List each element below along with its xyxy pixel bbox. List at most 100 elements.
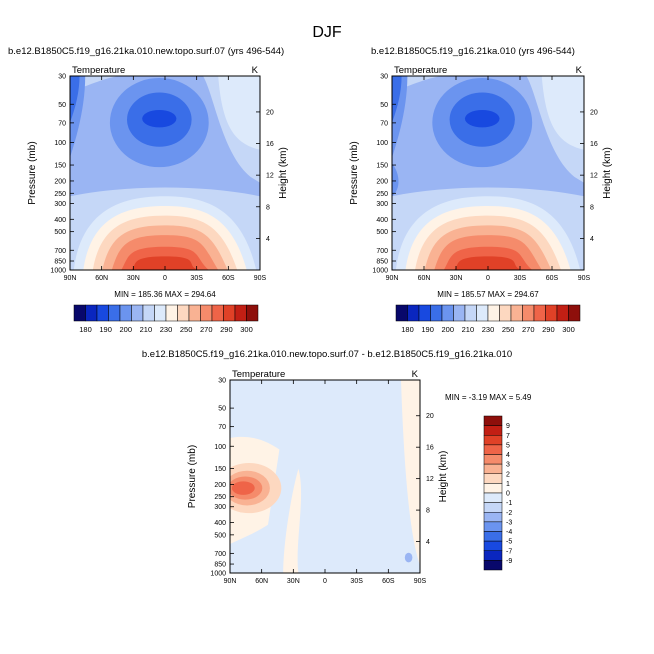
colorbar-swatch [483, 492, 503, 503]
colorbar-swatch [211, 304, 224, 322]
contour-field [230, 380, 420, 573]
field-cold-core-min [464, 109, 500, 128]
x-tick-label: 60N [255, 578, 268, 585]
colorbar-label: -2 [506, 510, 512, 517]
x-tick-label: 90N [64, 275, 77, 282]
field-negative-spot [404, 552, 413, 563]
variable-label: Temperature [394, 65, 447, 76]
colorbar-swatch [177, 304, 190, 322]
y2-tick-label: 20 [266, 109, 274, 116]
colorbar-swatch [418, 304, 431, 322]
colorbar-label: 270 [200, 325, 213, 334]
x-tick-label: 30N [450, 275, 463, 282]
colorbar-label: 7 [506, 433, 510, 440]
colorbar-label: 290 [220, 325, 233, 334]
field-warm-layer [130, 256, 200, 270]
panel-title: b.e12.B1850C5.f19_g16.21ka.010.new.topo.… [142, 349, 512, 360]
colorbar-label: 190 [421, 325, 434, 334]
colorbar-label: 5 [506, 442, 510, 449]
colorbar-label: 3 [506, 462, 510, 469]
y-tick-label: 850 [214, 562, 226, 569]
colorbar-swatch [556, 304, 569, 322]
colorbar-swatch [223, 304, 236, 322]
x-tick-label: 90N [224, 578, 237, 585]
colorbar-swatch [487, 304, 500, 322]
colorbar-swatch [483, 435, 503, 446]
y-tick-label: 300 [54, 201, 66, 208]
y-tick-label: 70 [380, 120, 388, 127]
x-tick-label: 90S [254, 275, 267, 282]
colorbar-swatch [545, 304, 558, 322]
colorbar-swatch [568, 304, 581, 322]
colorbar-swatch [234, 304, 247, 322]
y-tick-label: 100 [214, 444, 226, 451]
x-tick-label: 60S [546, 275, 559, 282]
y-tick-label: 70 [218, 424, 226, 431]
y-tick-label: 1000 [210, 571, 226, 578]
colorbar-swatch [483, 560, 503, 571]
colorbar-label: 210 [140, 325, 153, 334]
y-tick-label: 50 [58, 102, 66, 109]
colorbar-swatch [483, 550, 503, 561]
colorbar-swatch [483, 512, 503, 523]
y-tick-label: 250 [54, 191, 66, 198]
x-tick-label: 90N [386, 275, 399, 282]
anomaly-level-4 [231, 481, 255, 495]
colorbar-label: -3 [506, 519, 512, 526]
colorbar-swatch [108, 304, 121, 322]
y-tick-label: 50 [218, 406, 226, 413]
y2-axis-label: Height (km) [438, 451, 449, 503]
colorbar-swatch [476, 304, 489, 322]
y-tick-label: 70 [58, 120, 66, 127]
panel-topo-surf: b.e12.B1850C5.f19_g16.21ka.010.new.topo.… [8, 46, 289, 334]
colorbar-swatch [464, 304, 477, 322]
colorbar-label: -5 [506, 539, 512, 546]
x-tick-label: 30S [190, 275, 203, 282]
stats-label: MIN = 185.57 MAX = 294.67 [437, 290, 539, 299]
y-tick-label: 30 [218, 378, 226, 385]
y-tick-label: 200 [376, 178, 388, 185]
colorbar-label: -1 [506, 500, 512, 507]
colorbar-swatch [483, 444, 503, 455]
colorbar-swatch [533, 304, 546, 322]
colorbar-swatch [453, 304, 466, 322]
contour-field [70, 76, 260, 270]
colorbar-swatch [165, 304, 178, 322]
y-tick-label: 50 [380, 102, 388, 109]
colorbar-label: 0 [506, 491, 510, 498]
variable-label: Temperature [72, 65, 125, 76]
stats-label: MIN = -3.19 MAX = 5.49 [445, 393, 532, 402]
colorbar-swatch [188, 304, 201, 322]
field-polar-south [218, 76, 260, 150]
colorbar-swatch [131, 304, 144, 322]
colorbar-swatch [119, 304, 132, 322]
panel-title: b.e12.B1850C5.f19_g16.21ka.010 (yrs 496-… [371, 46, 575, 57]
y-tick-label: 150 [376, 163, 388, 170]
y-tick-label: 30 [380, 74, 388, 81]
y-tick-label: 400 [214, 520, 226, 527]
x-tick-label: 30N [127, 275, 140, 282]
y2-tick-label: 4 [590, 236, 594, 243]
colorbar-label: 250 [502, 325, 515, 334]
field-positive-south [401, 380, 420, 566]
y-tick-label: 100 [376, 140, 388, 147]
colorbar-swatch [395, 304, 408, 322]
x-tick-label: 0 [486, 275, 490, 282]
y-tick-label: 200 [54, 178, 66, 185]
y-axis-label: Pressure (mb) [349, 141, 360, 204]
colorbar-label: 190 [99, 325, 112, 334]
colorbar-label: -4 [506, 529, 512, 536]
field-polar-north-inner [70, 76, 80, 123]
y2-tick-label: 8 [590, 204, 594, 211]
y-tick-label: 30 [58, 74, 66, 81]
panel-difference: b.e12.B1850C5.f19_g16.21ka.010.new.topo.… [142, 349, 532, 585]
y-tick-label: 850 [376, 259, 388, 266]
y2-tick-label: 12 [426, 476, 434, 483]
y2-tick-label: 8 [426, 508, 430, 515]
colorbar-swatch [96, 304, 109, 322]
colorbar-swatch [499, 304, 512, 322]
y-tick-label: 700 [214, 551, 226, 558]
colorbar-swatch [430, 304, 443, 322]
x-tick-label: 0 [323, 578, 327, 585]
